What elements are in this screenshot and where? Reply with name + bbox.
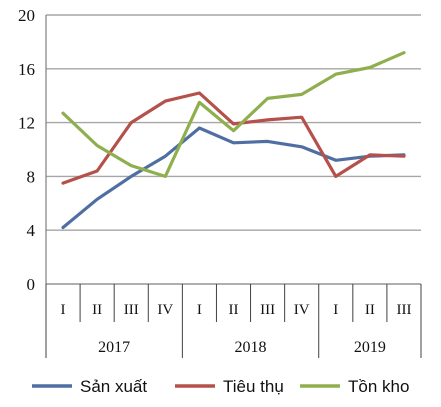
legend: Sản xuất Tiêu thụ Tồn kho	[32, 377, 409, 396]
y-tick-label: 16	[18, 60, 35, 79]
x-tick-label: IV	[294, 302, 310, 318]
x-tick-label: I	[197, 302, 202, 318]
y-tick-label: 0	[27, 275, 36, 294]
x-tick-label: II	[229, 302, 239, 318]
axes	[45, 15, 422, 358]
x-tick-label: I	[333, 302, 338, 318]
x-tick-label: II	[365, 302, 375, 318]
year-label: 2019	[354, 339, 386, 356]
legend-label: Tồn kho	[348, 377, 409, 396]
x-tick-label: III	[124, 302, 139, 318]
y-tick-label: 4	[27, 221, 36, 240]
legend-label: Tiêu thụ	[223, 377, 284, 396]
x-tick-label: II	[92, 302, 102, 318]
y-tick-label: 8	[27, 167, 36, 186]
year-label: 2017	[98, 339, 130, 356]
y-tick-label: 20	[18, 6, 35, 25]
series-line-1	[61, 126, 406, 230]
series-line-2	[61, 91, 406, 185]
x-tick-label: III	[396, 302, 411, 318]
x-tick-label: I	[61, 302, 66, 318]
x-tick-label: IV	[157, 302, 173, 318]
legend-label: Sản xuất	[80, 377, 147, 396]
series-line-3	[61, 51, 406, 178]
series-lines	[61, 51, 406, 230]
y-tick-label: 12	[18, 114, 35, 133]
year-label: 2018	[235, 339, 267, 356]
x-tick-label: III	[260, 302, 275, 318]
